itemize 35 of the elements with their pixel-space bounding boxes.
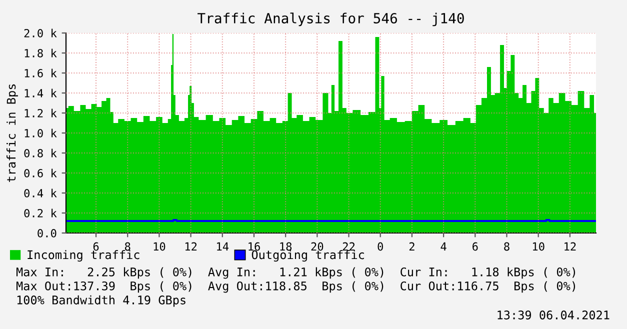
y-tick-label: 0.2 k bbox=[24, 208, 57, 218]
y-tick-label: 2.0 k bbox=[24, 28, 57, 38]
y-tick-label: 0.8 k bbox=[24, 148, 57, 158]
legend-label: Incoming traffic bbox=[28, 250, 140, 262]
x-tick-label: 4 bbox=[440, 242, 446, 251]
y-tick-label: 0.6 k bbox=[24, 168, 57, 178]
y-tick-label: 1.0 k bbox=[24, 128, 57, 138]
x-tick-label: 12 bbox=[564, 242, 576, 251]
x-tick-label: 22 bbox=[342, 242, 355, 251]
y-tick-label: 1.2 k bbox=[24, 108, 57, 118]
x-tick-label: 6 bbox=[93, 242, 99, 251]
text: Max Out:137.39 Bps ( 0%) Avg Out:118.85 Bps ( 0%) Cur Out:116.75 Bps ( 0%) bbox=[16, 281, 576, 293]
y-tick-label: 1.6 k bbox=[24, 68, 57, 78]
y-tick-label: 1.4 k bbox=[24, 88, 57, 98]
chart-title: Traffic Analysis for 546 -- j140 bbox=[198, 12, 464, 26]
x-tick-label: 2 bbox=[409, 242, 414, 251]
x-tick-label: 10 bbox=[154, 242, 166, 251]
x-tick-label: 16 bbox=[248, 242, 260, 251]
y-tick-label: 0.0 bbox=[38, 229, 56, 238]
x-tick-label: 8 bbox=[504, 242, 510, 251]
y-axis-title: traffic in Bps bbox=[6, 84, 18, 182]
x-tick-label: 20 bbox=[311, 242, 324, 251]
y-tick-label: 1.8 k bbox=[24, 48, 57, 58]
x-tick-label: 12 bbox=[185, 242, 197, 251]
x-tick-label: 0 bbox=[378, 242, 383, 251]
text: 100% Bandwidth 4.19 GBps bbox=[17, 295, 186, 307]
x-tick-label: 10 bbox=[532, 242, 544, 251]
text: Max In: 2.25 kBps ( 0%) Avg In: 1.21 kBps ( 0%) Cur In: 1.18 kBps ( 0%) bbox=[16, 267, 576, 279]
x-tick-label: 8 bbox=[124, 242, 130, 251]
text: 13:39 06.04.2021 bbox=[498, 310, 610, 320]
y-tick-label: 0.4 k bbox=[24, 188, 57, 198]
x-tick-label: 6 bbox=[472, 242, 478, 251]
legend-label: Outgoing traffic bbox=[252, 250, 364, 262]
x-tick-label: 14 bbox=[217, 242, 229, 251]
x-tick-label: 18 bbox=[280, 242, 292, 251]
